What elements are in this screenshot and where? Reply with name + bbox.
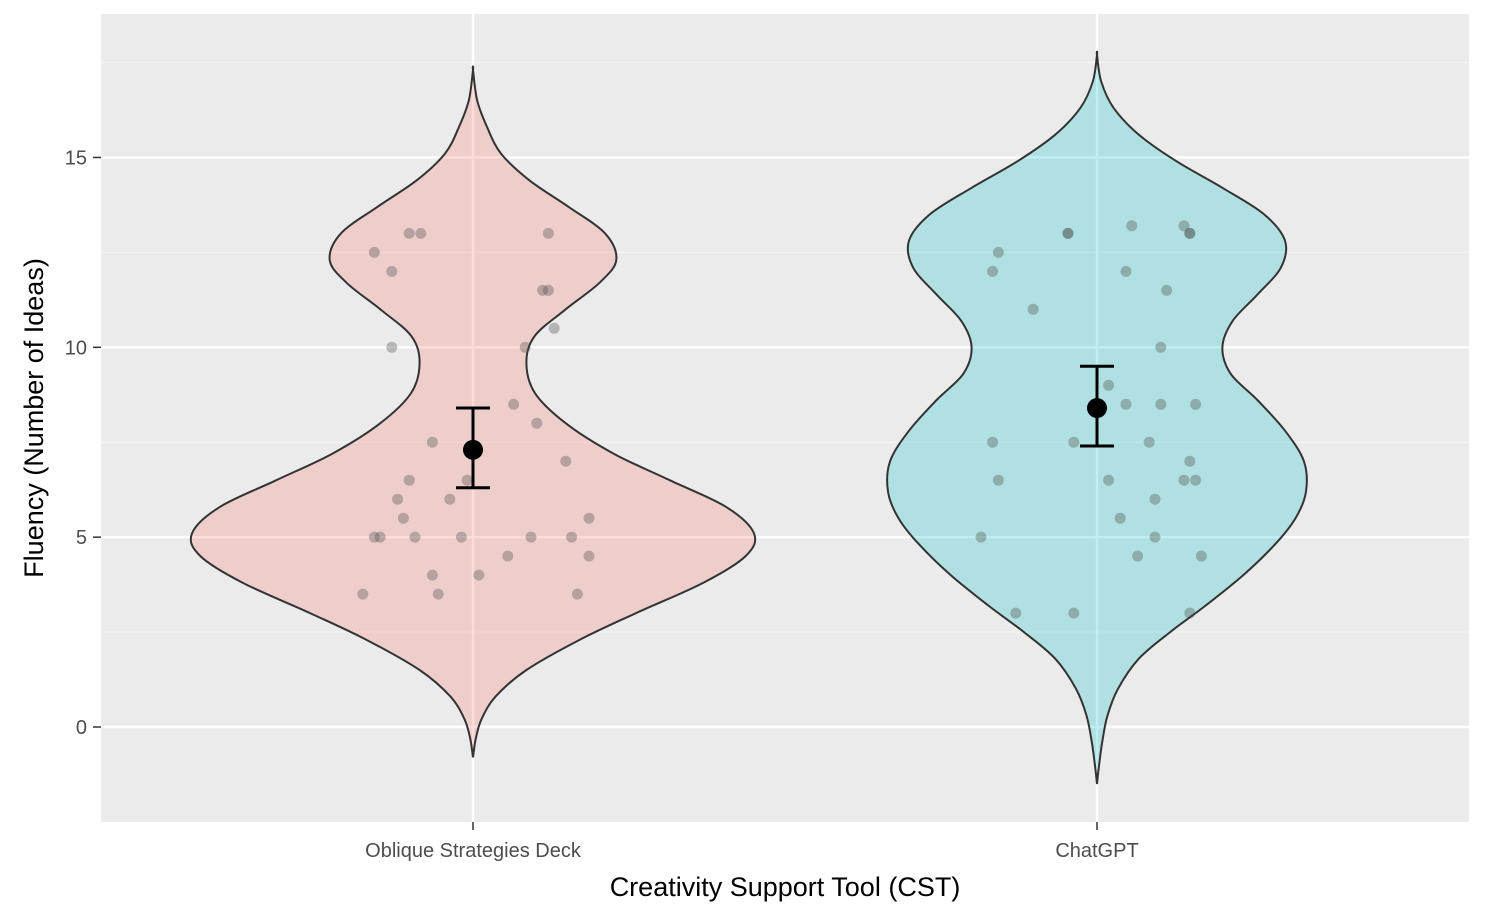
data-point [461,474,473,486]
data-point [415,227,427,239]
data-point [583,550,595,562]
data-point [519,341,531,353]
data-point [426,569,438,581]
data-point [1120,398,1132,410]
panel-background [101,14,1469,822]
data-point [357,588,369,600]
data-point [508,398,520,410]
data-point [1068,607,1080,619]
y-tick-label: 15 [65,147,87,169]
data-point [542,227,554,239]
y-axis-title: Fluency (Number of Ideas) [19,258,49,578]
data-point [1184,227,1196,239]
data-point [566,531,578,543]
axes: 0 5 10 15 Oblique Strategies Deck ChatGPT [65,147,1139,862]
data-point [525,531,537,543]
data-point [403,474,415,486]
data-point [432,588,444,600]
data-point [1178,220,1190,232]
data-point [571,588,583,600]
data-point [426,436,438,448]
data-point [1143,436,1155,448]
data-point [583,512,595,524]
data-point [1149,531,1161,543]
x-tick-label: Oblique Strategies Deck [365,840,582,862]
data-point [368,246,380,258]
data-point [386,265,398,277]
data-point [560,455,572,467]
data-point [1103,474,1115,486]
data-point [1190,474,1202,486]
data-point [1184,455,1196,467]
data-point [1114,512,1126,524]
data-point [1184,227,1196,239]
data-point [1027,303,1039,315]
data-point [1062,227,1074,239]
x-axis-title: Creativity Support Tool (CST) [610,872,961,902]
data-point [455,531,467,543]
mean-point [1087,398,1107,419]
data-point [992,246,1004,258]
data-point [1132,550,1144,562]
data-point [1068,436,1080,448]
data-point [386,341,398,353]
data-point [1178,474,1190,486]
data-point [1120,265,1132,277]
data-point [403,227,415,239]
data-point [473,569,485,581]
data-point [531,417,543,429]
data-point [502,550,514,562]
data-point [537,284,549,296]
data-point [1155,398,1167,410]
data-points [357,220,1207,619]
data-point [542,284,554,296]
data-point [548,322,560,334]
data-point [987,436,999,448]
y-tick-label: 5 [76,527,87,549]
data-point [1010,607,1022,619]
data-point [1184,607,1196,619]
data-point [397,512,409,524]
data-point [992,474,1004,486]
data-point [444,493,456,505]
data-point [374,531,386,543]
data-point [1195,550,1207,562]
mean-point [463,439,483,460]
data-point [1062,227,1074,239]
data-point [392,493,404,505]
data-point [1126,220,1138,232]
data-point [975,531,987,543]
data-point [368,531,380,543]
y-tick-label: 10 [65,337,87,359]
data-point [1149,493,1161,505]
y-tick-label: 0 [76,717,87,739]
x-tick-label: ChatGPT [1055,840,1138,862]
data-point [1155,341,1167,353]
data-point [1161,284,1173,296]
data-point [409,531,421,543]
mean-ci-markers [456,364,1114,490]
data-point [987,265,999,277]
data-point [1190,398,1202,410]
data-point [1103,379,1115,391]
